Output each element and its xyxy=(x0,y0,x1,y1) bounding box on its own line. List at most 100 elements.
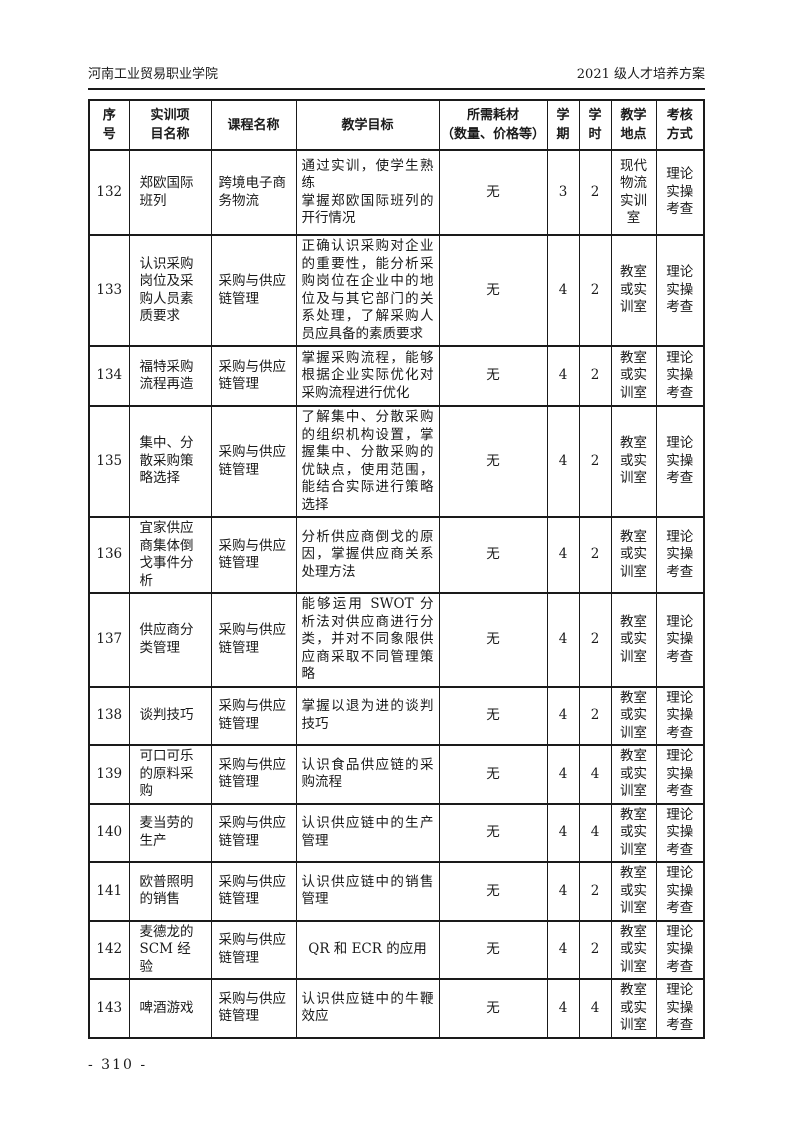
cell-location: 教室或实训室 xyxy=(610,744,657,805)
cell-goal: 能够运用 SWOT 分析法对供应商进行分类，并对不同象限供应商采取不同管理策略 xyxy=(295,592,440,688)
cell-no: 135 xyxy=(88,405,130,518)
cell-goal: 正确认识采购对企业的重要性，能分析采购岗位在企业中的地位及与其它部门的关系处理，… xyxy=(295,234,440,347)
cell-semester: 4 xyxy=(546,405,580,518)
cell-materials: 无 xyxy=(438,802,548,863)
cell-assessment: 理论实操考查 xyxy=(655,234,705,347)
cell-location: 教室或实训室 xyxy=(610,978,657,1039)
cell-course: 采购与供应链管理 xyxy=(210,685,297,746)
cell-materials: 无 xyxy=(438,978,548,1039)
table-row: 140 麦当劳的生产 采购与供应链管理 认识供应链中的生产管理无 4 4 教室或实训室 理论实… xyxy=(88,802,705,863)
cell-course: 采购与供应链管理 xyxy=(210,592,297,688)
cell-hours: 2 xyxy=(578,345,612,407)
cell-materials: 无 xyxy=(438,685,548,746)
cell-goal: 了解集中、分散采购的组织机构设置，掌握集中、分散采购的优缺点，使用范围，能结合实… xyxy=(295,405,440,518)
cell-hours: 2 xyxy=(578,234,612,347)
cell-no: 136 xyxy=(88,516,130,594)
cell-materials: 无 xyxy=(438,516,548,594)
cell-goal: 认识食品供应链的采购流程 xyxy=(295,744,440,805)
cell-goal: 认识供应链中的销售管理 xyxy=(295,861,440,922)
cell-materials: 无 xyxy=(438,234,548,347)
cell-location: 教室或实训室 xyxy=(610,405,657,518)
cell-no: 140 xyxy=(88,802,130,863)
cell-course: 采购与供应链管理 xyxy=(210,345,297,407)
cell-goal: QR 和 ECR 的应用 xyxy=(295,919,440,980)
training-projects-table: 序 号实训项 目名称 课程名称 教学目标 所需耗材 （数量、价格等）学 期学 时教学 … xyxy=(88,99,705,1039)
column-header-goal: 教学目标 xyxy=(295,99,440,151)
cell-location: 现代物流实训室 xyxy=(610,149,657,236)
cell-project: 谈判技巧 xyxy=(128,685,212,746)
cell-location: 教室或实训室 xyxy=(610,919,657,980)
cell-location: 教室或实训室 xyxy=(610,234,657,347)
table-row: 142 麦德龙的SCM 经验 采购与供应链管理 QR 和 ECR 的应用无 4 2 教室或实… xyxy=(88,919,705,980)
column-header-assessment: 考核 方式 xyxy=(655,99,705,151)
cell-assessment: 理论实操考查 xyxy=(655,516,705,594)
cell-no: 142 xyxy=(88,919,130,980)
cell-project: 宜家供应商集体倒戈事件分析 xyxy=(128,516,212,594)
table-row: 141 欧普照明的销售 采购与供应链管理 认识供应链中的销售管理无 4 2 教室或实训室 理论… xyxy=(88,861,705,922)
cell-course: 采购与供应链管理 xyxy=(210,234,297,347)
cell-no: 134 xyxy=(88,345,130,407)
cell-semester: 4 xyxy=(546,234,580,347)
cell-no: 141 xyxy=(88,861,130,922)
cell-goal: 掌握以退为进的谈判技巧 xyxy=(295,685,440,746)
table-row: 136 宜家供应商集体倒戈事件分析 采购与供应链管理 分析供应商倒戈的原因，掌握供应商… xyxy=(88,516,705,594)
cell-goal: 认识供应链中的牛鞭效应 xyxy=(295,978,440,1039)
cell-materials: 无 xyxy=(438,861,548,922)
cell-materials: 无 xyxy=(438,405,548,518)
cell-semester: 4 xyxy=(546,978,580,1039)
cell-assessment: 理论实操考查 xyxy=(655,149,705,236)
cell-assessment: 理论实操考查 xyxy=(655,744,705,805)
cell-hours: 4 xyxy=(578,744,612,805)
cell-hours: 2 xyxy=(578,516,612,594)
table-row: 139 可口可乐的原料采购 采购与供应链管理 认识食品供应链的采购流程无 4 4 教室或实训… xyxy=(88,744,705,805)
header-doc-title: 2021 级人才培养方案 xyxy=(576,67,705,82)
cell-project: 可口可乐的原料采购 xyxy=(128,744,212,805)
cell-no: 138 xyxy=(88,685,130,746)
cell-location: 教室或实训室 xyxy=(610,592,657,688)
table-row: 137 供应商分类管理 采购与供应链管理 能够运用 SWOT 分析法对供应商进行分类，… xyxy=(88,592,705,688)
cell-project: 欧普照明的销售 xyxy=(128,861,212,922)
cell-course: 采购与供应链管理 xyxy=(210,919,297,980)
cell-goal: 通过实训，使学生熟练 掌握郑欧国际班列的开行情况 xyxy=(295,149,440,236)
cell-location: 教室或实训室 xyxy=(610,802,657,863)
cell-project: 集中、分散采购策略选择 xyxy=(128,405,212,518)
cell-no: 137 xyxy=(88,592,130,688)
table-body: 132 郑欧国际班列 跨境电子商务物流 通过实训，使学生熟练 掌握郑欧国际班列的开行情… xyxy=(88,149,705,1039)
cell-hours: 2 xyxy=(578,405,612,518)
cell-assessment: 理论实操考查 xyxy=(655,978,705,1039)
page-number: - 310 - xyxy=(88,1056,148,1073)
cell-semester: 4 xyxy=(546,919,580,980)
column-header-materials: 所需耗材 （数量、价格等） xyxy=(438,99,548,151)
cell-project: 麦德龙的SCM 经验 xyxy=(128,919,212,980)
cell-no: 143 xyxy=(88,978,130,1039)
cell-hours: 2 xyxy=(578,149,612,236)
cell-course: 采购与供应链管理 xyxy=(210,861,297,922)
cell-location: 教室或实训室 xyxy=(610,516,657,594)
table-row: 138 谈判技巧 采购与供应链管理 掌握以退为进的谈判技巧无 4 2 教室或实训室 理论实操考… xyxy=(88,685,705,746)
cell-goal: 掌握采购流程，能够根据企业实际优化对采购流程进行优化 xyxy=(295,345,440,407)
cell-semester: 4 xyxy=(546,685,580,746)
table-row: 134 福特采购流程再造 采购与供应链管理 掌握采购流程，能够根据企业实际优化对采购流… xyxy=(88,345,705,407)
cell-location: 教室或实训室 xyxy=(610,861,657,922)
cell-assessment: 理论实操考查 xyxy=(655,802,705,863)
column-header-hours: 学 时 xyxy=(578,99,612,151)
cell-project: 福特采购流程再造 xyxy=(128,345,212,407)
cell-materials: 无 xyxy=(438,149,548,236)
cell-materials: 无 xyxy=(438,345,548,407)
column-header-no: 序 号 xyxy=(88,99,130,151)
cell-hours: 4 xyxy=(578,978,612,1039)
cell-project: 啤酒游戏 xyxy=(128,978,212,1039)
column-header-semester: 学 期 xyxy=(546,99,580,151)
table-row: 135 集中、分散采购策略选择 采购与供应链管理 了解集中、分散采购的组织机构设置，掌… xyxy=(88,405,705,518)
cell-no: 133 xyxy=(88,234,130,347)
cell-semester: 4 xyxy=(546,345,580,407)
cell-course: 采购与供应链管理 xyxy=(210,802,297,863)
cell-course: 采购与供应链管理 xyxy=(210,744,297,805)
cell-assessment: 理论实操考查 xyxy=(655,405,705,518)
cell-location: 教室或实训室 xyxy=(610,685,657,746)
cell-hours: 2 xyxy=(578,919,612,980)
table-row: 143 啤酒游戏 采购与供应链管理 认识供应链中的牛鞭效应无 4 4 教室或实训室 理论实操考… xyxy=(88,978,705,1039)
cell-no: 132 xyxy=(88,149,130,236)
cell-course: 采购与供应链管理 xyxy=(210,405,297,518)
